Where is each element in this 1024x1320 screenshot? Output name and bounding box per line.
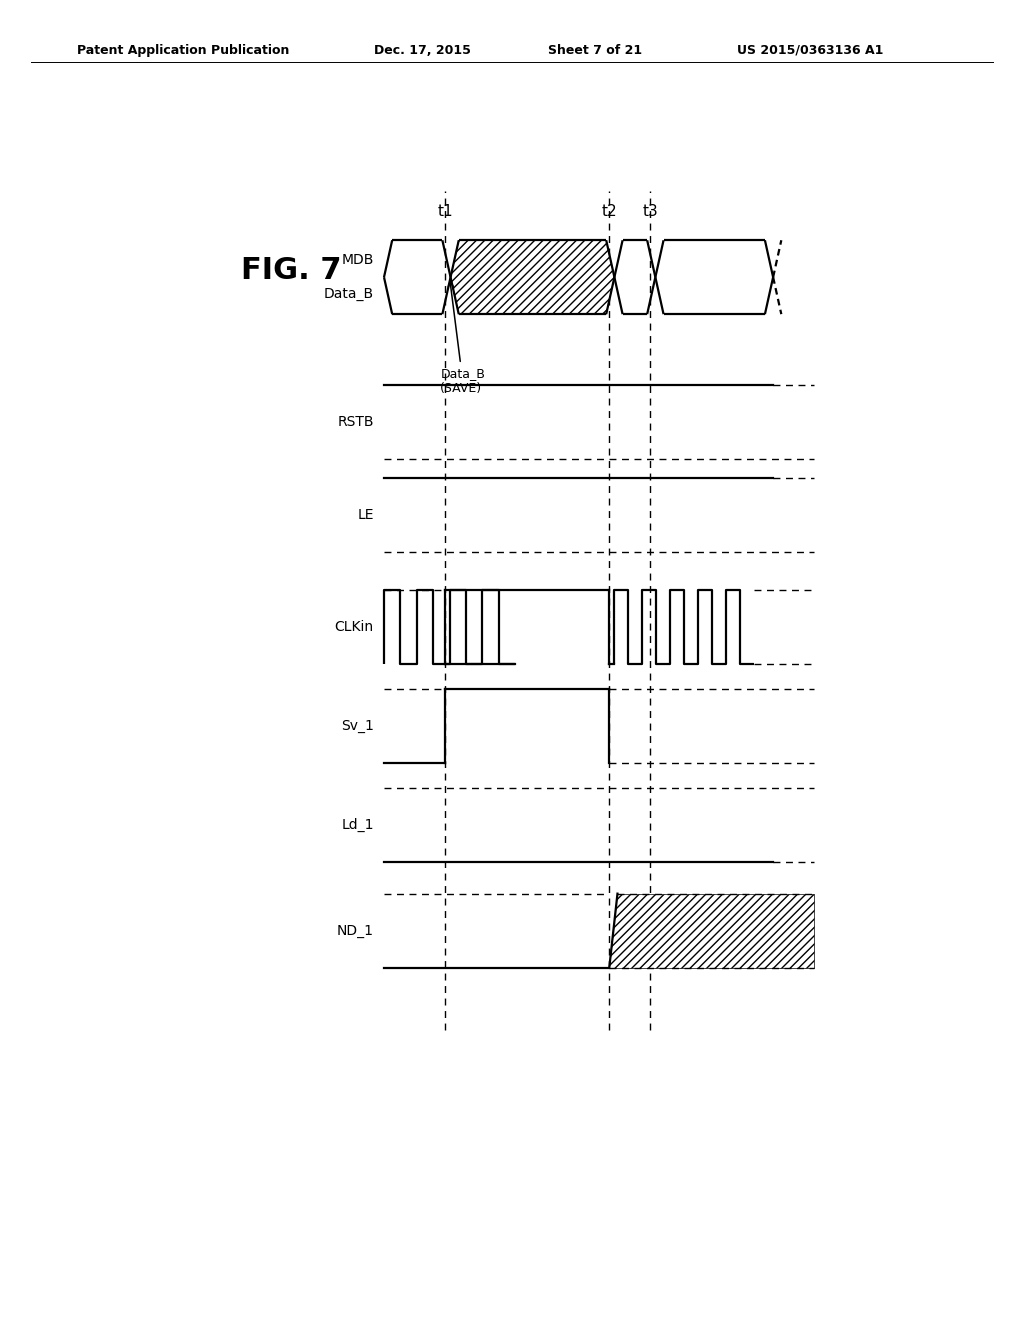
Text: Sv_1: Sv_1 <box>341 719 374 733</box>
Polygon shape <box>451 240 614 314</box>
Text: Data_B: Data_B <box>324 288 374 301</box>
Text: t3: t3 <box>642 203 658 219</box>
Text: Ld_1: Ld_1 <box>341 818 374 832</box>
Text: t1: t1 <box>437 203 454 219</box>
Text: RSTB: RSTB <box>337 416 374 429</box>
Text: LE: LE <box>357 508 374 521</box>
Text: ND_1: ND_1 <box>337 924 374 937</box>
Text: MDB: MDB <box>341 253 374 267</box>
Text: Dec. 17, 2015: Dec. 17, 2015 <box>374 44 471 57</box>
Text: FIG. 7: FIG. 7 <box>241 256 341 285</box>
Text: t2: t2 <box>601 203 617 219</box>
Text: US 2015/0363136 A1: US 2015/0363136 A1 <box>737 44 884 57</box>
Text: Sheet 7 of 21: Sheet 7 of 21 <box>548 44 642 57</box>
Text: Data_B
(SAVE): Data_B (SAVE) <box>440 281 485 395</box>
Text: Patent Application Publication: Patent Application Publication <box>77 44 289 57</box>
Polygon shape <box>609 894 814 968</box>
Text: CLKin: CLKin <box>335 620 374 634</box>
